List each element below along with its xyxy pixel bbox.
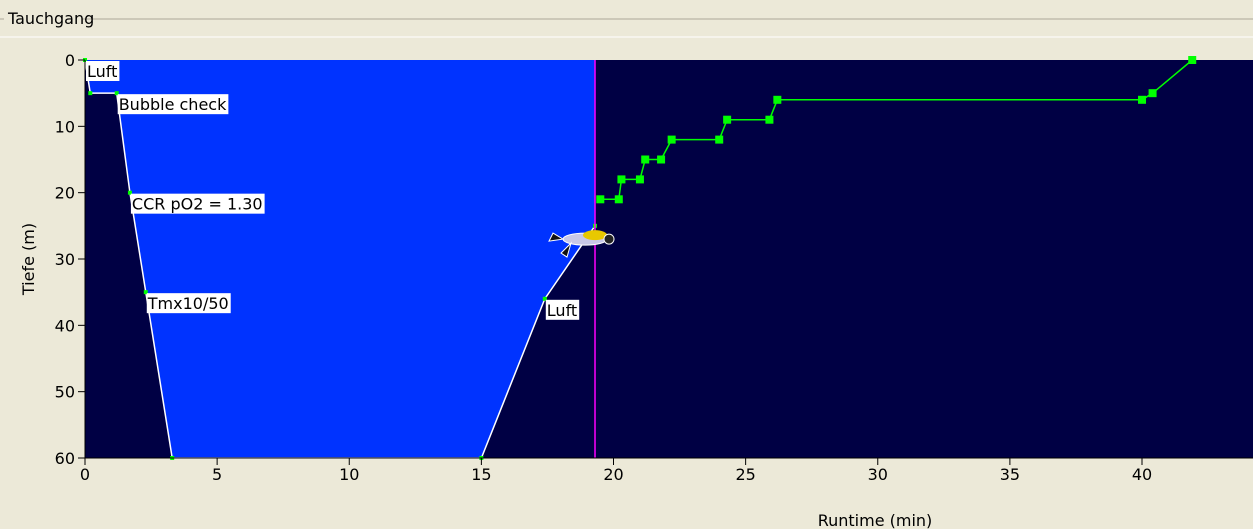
diver-fin: [548, 232, 573, 258]
point-marker: [657, 155, 666, 164]
label-background: [117, 94, 229, 115]
point-label: Luft: [87, 62, 117, 81]
point-marker: [723, 115, 732, 124]
point-marker: [641, 155, 650, 164]
x-tick-label: 5: [212, 465, 222, 484]
point-marker: [765, 115, 774, 124]
point-marker: [667, 135, 676, 144]
x-tick-label: 0: [80, 465, 90, 484]
point-marker: [1188, 56, 1197, 64]
point-marker: [88, 91, 93, 96]
point-marker: [773, 95, 782, 104]
diver-icon: [548, 230, 615, 258]
y-tick-label: 10: [55, 117, 75, 136]
point-marker: [143, 290, 148, 295]
x-axis-label: Runtime (min): [818, 511, 933, 529]
point-marker: [596, 195, 605, 204]
diver-head: [603, 233, 615, 245]
label-background: [130, 193, 265, 214]
y-tick-label: 0: [65, 51, 75, 70]
y-tick-label: 60: [55, 449, 75, 468]
y-axis-label: Tiefe (m): [19, 223, 38, 296]
x-tick-label: 15: [471, 465, 491, 484]
point-marker: [1148, 89, 1157, 98]
point-marker: [542, 296, 547, 301]
point-label: Tmx10/50: [147, 294, 229, 313]
x-tick-label: 10: [339, 465, 359, 484]
label-background: [86, 61, 120, 81]
x-tick-label: 40: [1132, 465, 1152, 484]
group-title: Tauchgang: [7, 9, 94, 28]
x-tick-label: 20: [603, 465, 623, 484]
label-background: [545, 299, 580, 320]
x-tick-label: 25: [735, 465, 755, 484]
point-label: CCR pO2 = 1.30: [132, 195, 263, 214]
x-tick-label: 30: [868, 465, 888, 484]
group-title-bg: [4, 8, 82, 28]
point-marker: [614, 195, 623, 204]
y-tick-label: 30: [55, 250, 75, 269]
y-tick-label: 20: [55, 184, 75, 203]
point-marker: [715, 135, 724, 144]
diver-tank: [583, 230, 608, 241]
point-marker: [114, 91, 119, 96]
label-background: [146, 293, 231, 314]
x-tick-label: 35: [1000, 465, 1020, 484]
point-marker: [1138, 95, 1147, 104]
point-marker: [635, 175, 644, 184]
y-tick-label: 40: [55, 316, 75, 335]
y-tick-label: 50: [55, 383, 75, 402]
point-marker: [617, 175, 626, 184]
point-marker: [127, 190, 132, 195]
point-label: Luft: [547, 301, 577, 320]
point-label: Bubble check: [119, 95, 227, 114]
elapsed-area: [85, 60, 596, 458]
